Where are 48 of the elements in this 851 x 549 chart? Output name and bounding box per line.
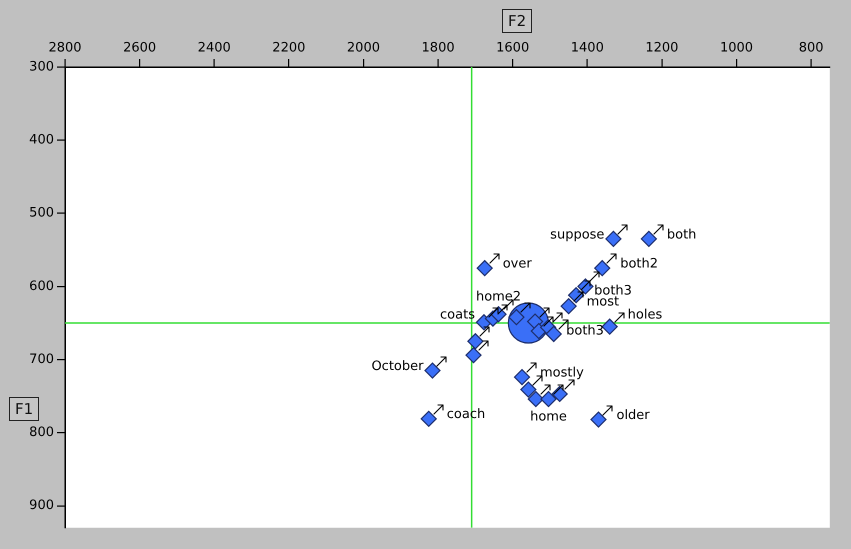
annotation: older [616,408,650,423]
x-tick-label: 1800 [422,40,455,56]
annotation: home [530,409,567,424]
x-tick-label: 2400 [198,40,231,56]
annotation: mostly [540,366,584,380]
annotation: holes [628,307,662,322]
x-tick-label: 800 [798,40,824,56]
point [590,411,607,428]
point [594,260,610,276]
annotation: both [666,227,696,242]
point [520,381,536,398]
x-tick-label: 2200 [272,40,306,56]
annotation: both3 [566,323,604,338]
annotation: both2 [620,256,658,272]
point [605,230,622,247]
point [465,347,482,364]
annotation: October [371,358,424,374]
point [508,309,525,326]
x-tick-label: 2800 [48,40,82,56]
point [420,410,437,427]
annotation: home2 [476,290,522,305]
y-tick-label: 300 [29,59,54,74]
x-tick-label: 1000 [720,40,754,56]
y-axis-title: F1 [9,397,40,421]
y-tick-label: 500 [29,206,54,221]
point [546,326,562,342]
x-tick-label: 1200 [645,40,678,56]
point [560,298,577,314]
point [640,230,657,247]
x-tick-label: 2000 [346,40,380,56]
annotation: suppose [550,227,604,242]
point [467,333,484,350]
point [424,362,441,379]
point [476,260,493,276]
x-tick-label: 1600 [496,40,530,56]
point [602,318,618,335]
y-tick-label: 700 [29,352,54,367]
y-tick-label: 900 [29,498,54,514]
x-axis-title: F2 [502,9,532,33]
y-tick-label: 800 [29,425,54,440]
x-tick-label: 1400 [570,40,604,56]
x-tick-label: 2600 [123,40,156,56]
point [540,390,557,408]
point [514,369,530,386]
point [528,390,544,408]
y-tick-label: 600 [29,278,54,294]
y-tick-label: 400 [29,132,54,148]
annotation: over [502,256,532,272]
